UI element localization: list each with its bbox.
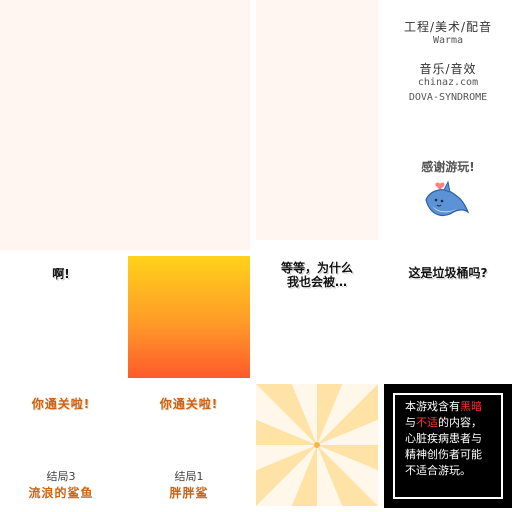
wait-line-1: 等等，为什么 [280,261,353,275]
warning-line-2: 与不适的内容， [405,415,501,431]
complete-text-right: 你通关啦! [159,396,219,411]
wait-dialogue-tile: 等等，为什么 我也会被… [256,258,378,292]
background-panel-small [256,0,378,240]
sunburst-rays [256,384,378,506]
thanks-text: 感谢游玩! [421,160,475,174]
complete-banner-right: 你通关啦! [128,392,250,414]
warning-line-1: 本游戏含有黑暗 [405,399,501,415]
ending-3-number: 结局3 [46,469,76,483]
sunburst-ray [317,384,378,445]
sunburst-ray [291,445,317,506]
exclaim-text: 啊! [52,267,70,281]
ending-1-number: 结局1 [174,469,204,483]
shark-eye-left [434,198,438,202]
complete-text-left: 你通关啦! [31,396,91,411]
complete-banner-left: 你通关啦! [0,392,122,414]
warning-line-4: 精神创伤者可能 [405,448,482,461]
engineering-art-title: 工程/美术/配音 [403,20,493,34]
credits-panel: 工程/美术/配音 Warma 音乐/音效 chinaz.com DOVA-SYN… [384,0,512,250]
shark-mouth [436,204,442,207]
garbage-text: 这是垃圾桶吗? [408,266,488,280]
ending-3-label: 结局3 流浪的鲨鱼 [0,466,122,502]
music-source-2: DOVA-SYNDROME [408,92,488,103]
sunburst-center [314,442,320,448]
shark-eye-right [440,199,444,203]
blue-shark-mascot-icon [425,180,470,217]
content-warning-box: 本游戏含有黑暗 与不适的内容， 心脏疾病患者与 精神创伤者可能 不适合游玩。 [384,384,512,508]
music-title: 音乐/音效 [419,62,477,76]
sunburst-ray [256,445,317,506]
engineering-art-name: Warma [432,35,464,46]
sunburst-ray [317,384,343,445]
sunburst-ray [317,445,378,471]
exclaim-tile: 啊! [0,256,122,292]
shark-fin [443,180,451,193]
sunburst-tile [256,384,378,506]
background-panel-large [0,0,250,250]
warning-text-part-3: 的内容， [438,416,482,429]
ending-1-name: 胖胖鲨 [169,485,209,500]
heart-icon [435,182,445,190]
sunburst-ray [256,419,317,445]
warning-line-5: 不适合游玩。 [405,464,471,477]
warning-highlight-dark: 黑暗 [460,400,482,413]
sunburst-ray [256,384,317,445]
ending-3-name: 流浪的鲨鱼 [28,485,94,500]
shark-belly [432,206,458,213]
warning-text-part-1: 本游戏含有 [405,400,460,413]
sunburst-ray [317,445,378,506]
ending-1-label: 结局1 胖胖鲨 [128,466,250,502]
warning-line-3: 心脏疾病患者与 [405,432,482,445]
warning-text-part-2: 与 [405,416,416,429]
wait-line-2: 我也会被… [286,275,347,289]
warning-highlight-discomfort: 不适 [416,416,438,429]
gradient-tile [128,256,250,378]
garbage-dialogue-tile: 这是垃圾桶吗? [384,258,512,288]
content-warning-frame: 本游戏含有黑暗 与不适的内容， 心脏疾病患者与 精神创伤者可能 不适合游玩。 [393,393,503,499]
music-source-1: chinaz.com [417,77,479,88]
